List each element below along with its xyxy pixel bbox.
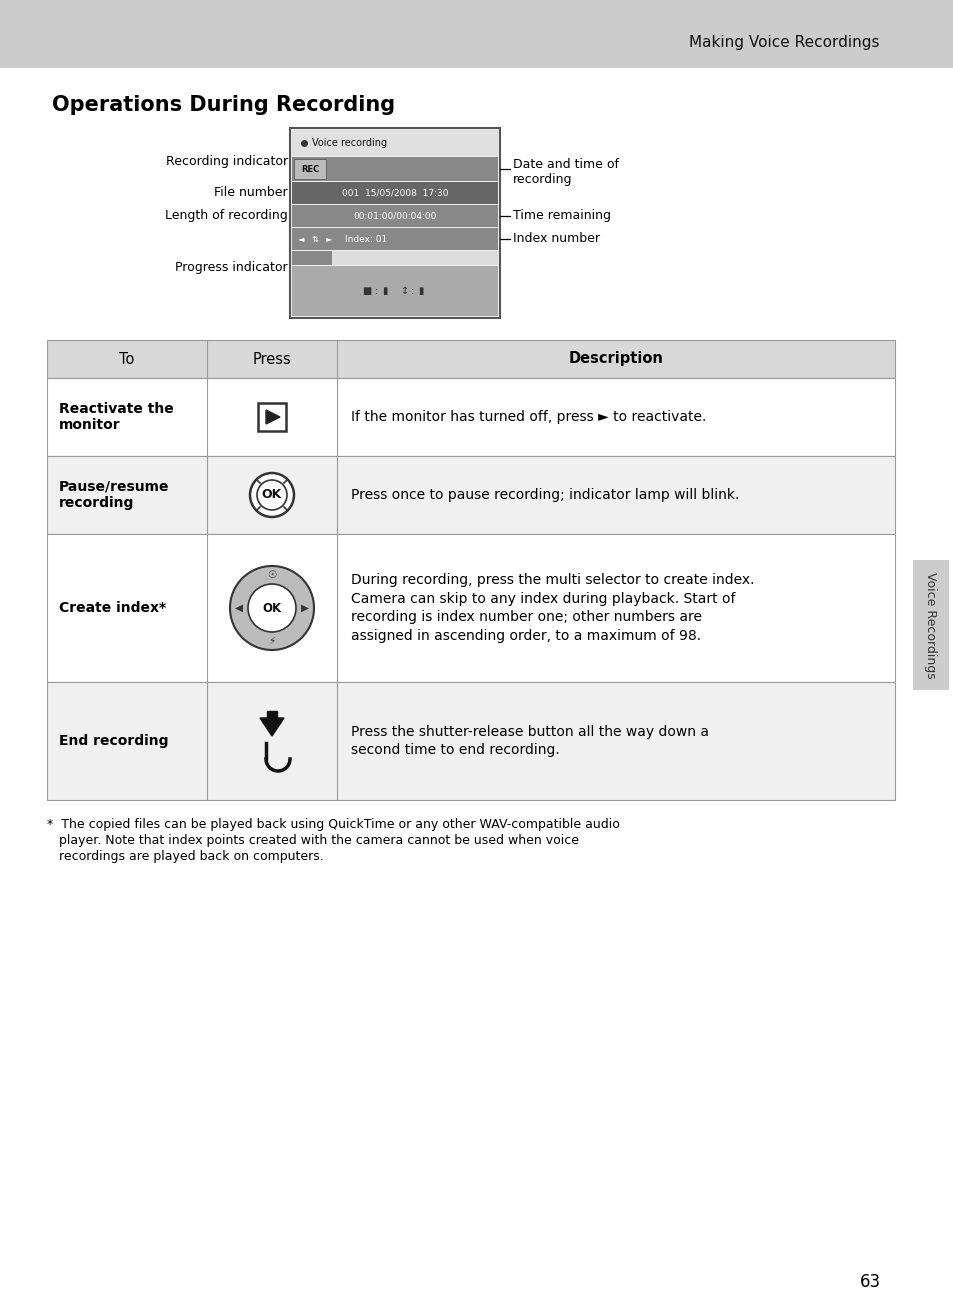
Text: Date and time of: Date and time of	[513, 159, 618, 172]
Text: End recording: End recording	[59, 735, 169, 748]
Text: Index number: Index number	[513, 233, 599, 246]
Text: Index: 01: Index: 01	[345, 234, 387, 243]
Text: Pause/resume
recording: Pause/resume recording	[59, 480, 170, 510]
Text: :: :	[375, 286, 378, 296]
Circle shape	[230, 566, 314, 650]
Bar	[47, 378, 894, 456]
Text: 63: 63	[859, 1273, 880, 1290]
Bar	[0, 0, 953, 68]
Text: ▮: ▮	[382, 286, 387, 296]
Bar	[47, 456, 894, 533]
Text: REC: REC	[300, 164, 319, 173]
Text: ◀: ◀	[234, 603, 243, 614]
Text: recordings are played back on computers.: recordings are played back on computers.	[47, 850, 323, 863]
Bar	[47, 340, 894, 378]
Bar	[294, 159, 326, 179]
Text: ▶: ▶	[301, 603, 309, 614]
Text: During recording, press the multi selector to create index.
Camera can skip to a: During recording, press the multi select…	[351, 573, 754, 643]
Text: ◄: ◄	[297, 234, 304, 243]
Text: Making Voice Recordings: Making Voice Recordings	[689, 34, 879, 50]
Bar	[292, 156, 497, 181]
Text: ►: ►	[326, 234, 333, 243]
Bar	[47, 682, 894, 800]
Text: ☉: ☉	[267, 570, 276, 579]
Polygon shape	[260, 717, 284, 736]
Text: Press once to pause recording; indicator lamp will blink.: Press once to pause recording; indicator…	[351, 487, 739, 502]
Text: If the monitor has turned off, press ► to reactivate.: If the monitor has turned off, press ► t…	[351, 410, 705, 424]
Text: ▮: ▮	[417, 286, 423, 296]
Text: Time remaining: Time remaining	[513, 209, 610, 222]
Polygon shape	[267, 711, 276, 717]
Text: Voice recording: Voice recording	[312, 138, 387, 148]
Bar	[290, 127, 499, 318]
Text: Voice Recordings: Voice Recordings	[923, 572, 937, 678]
Bar	[292, 130, 497, 156]
Text: OK: OK	[262, 489, 282, 502]
Polygon shape	[266, 410, 280, 424]
Text: OK: OK	[262, 602, 281, 615]
Circle shape	[250, 473, 294, 516]
Text: ⚡: ⚡	[268, 636, 275, 646]
Bar	[292, 251, 497, 265]
Bar	[912, 560, 948, 690]
Text: :: :	[411, 286, 415, 296]
Text: *  The copied files can be played back using QuickTime or any other WAV-compatib: * The copied files can be played back us…	[47, 819, 619, 830]
Text: player. Note that index points created with the camera cannot be used when voice: player. Note that index points created w…	[47, 834, 578, 848]
Text: recording: recording	[513, 173, 572, 187]
Bar	[292, 251, 332, 265]
Text: Create index*: Create index*	[59, 600, 166, 615]
Text: Operations During Recording: Operations During Recording	[52, 95, 395, 116]
Text: Recording indicator: Recording indicator	[166, 155, 288, 167]
Text: Reactivate the
monitor: Reactivate the monitor	[59, 402, 173, 432]
Circle shape	[256, 480, 287, 510]
Text: 00:01:00/00:04:00: 00:01:00/00:04:00	[353, 212, 436, 221]
Text: Progress indicator: Progress indicator	[175, 261, 288, 275]
Text: 001  15/05/2008  17:30: 001 15/05/2008 17:30	[341, 188, 448, 197]
Text: Description: Description	[568, 352, 662, 367]
Circle shape	[248, 583, 295, 632]
Bar	[292, 265, 497, 315]
Bar	[257, 403, 286, 431]
Text: Length of recording: Length of recording	[165, 209, 288, 222]
Bar	[292, 183, 497, 204]
Bar	[47, 533, 894, 682]
Text: ↕: ↕	[400, 286, 409, 296]
Text: ⇅: ⇅	[312, 234, 318, 243]
Text: ■: ■	[362, 286, 372, 296]
Bar	[292, 205, 497, 227]
Text: To: To	[119, 352, 134, 367]
Text: Press the shutter-release button all the way down a
second time to end recording: Press the shutter-release button all the…	[351, 725, 708, 757]
Text: File number: File number	[214, 187, 288, 200]
Text: Press: Press	[253, 352, 291, 367]
Bar	[292, 229, 497, 250]
